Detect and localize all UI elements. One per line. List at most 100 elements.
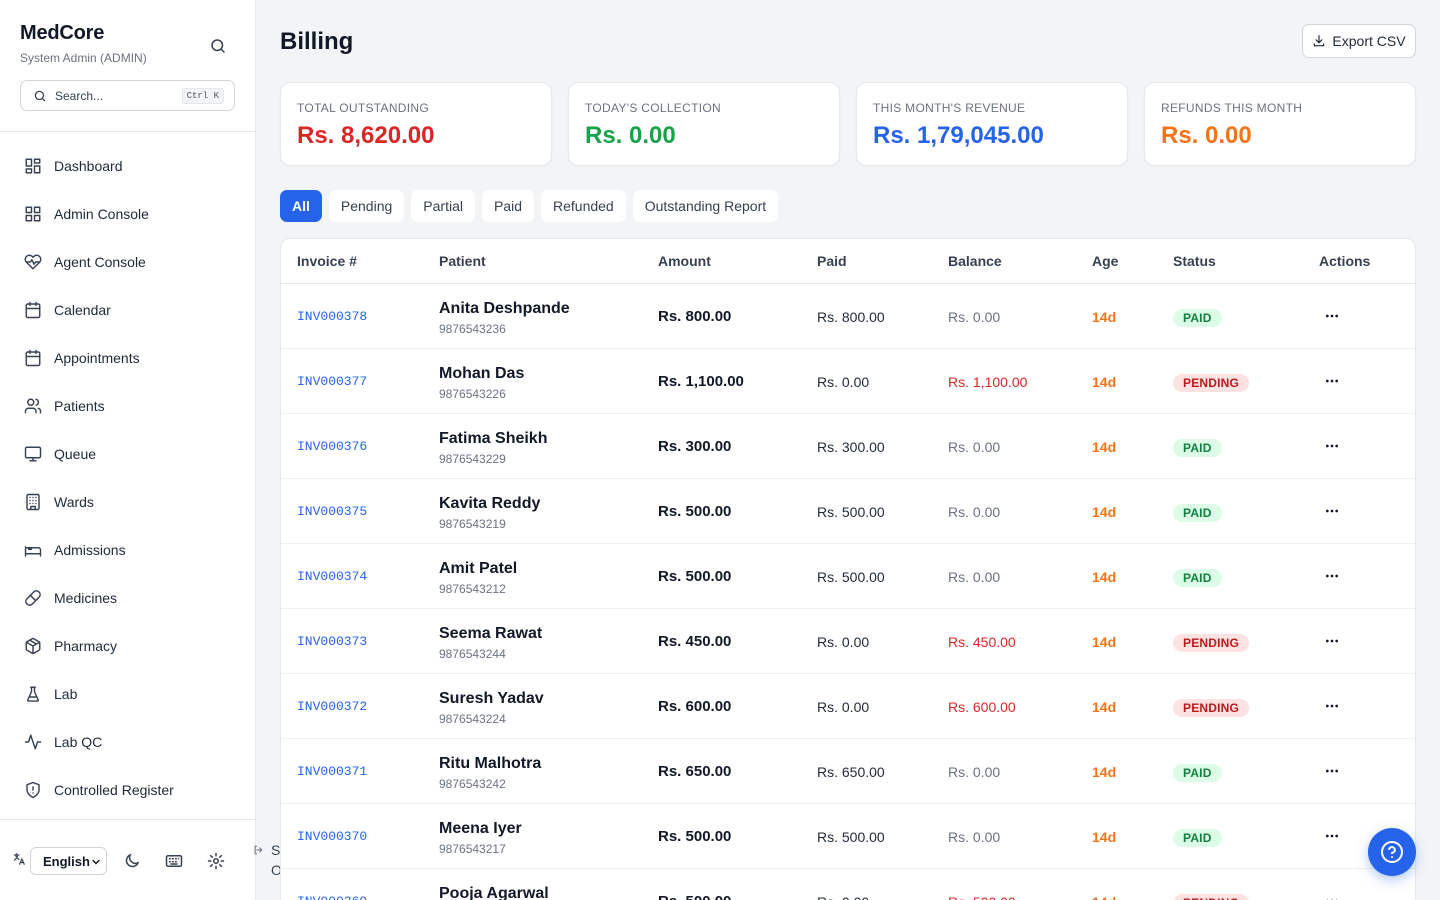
invoice-amount: Rs. 1,100.00 [658, 373, 744, 390]
sidebar-item-calendar[interactable]: Calendar [0, 286, 255, 334]
invoice-link[interactable]: INV000378 [297, 309, 368, 324]
keyboard-shortcuts-button[interactable] [164, 851, 184, 871]
column-header-amount[interactable]: Amount [658, 253, 711, 269]
row-actions-button[interactable] [1320, 761, 1344, 781]
patient-name[interactable]: Fatima Sheikh [439, 430, 548, 447]
row-actions-button[interactable] [1320, 891, 1344, 900]
invoice-link[interactable]: INV000373 [297, 634, 368, 649]
sidebar-item-controlled-register[interactable]: Controlled Register [0, 766, 255, 814]
row-actions-button[interactable] [1320, 436, 1344, 456]
invoice-link[interactable]: INV000376 [297, 439, 368, 454]
sidebar-item-admin-console[interactable]: Admin Console [0, 190, 255, 238]
sidebar-item-agent-console[interactable]: Agent Console [0, 238, 255, 286]
row-actions-button[interactable] [1320, 826, 1344, 846]
row-actions-button[interactable] [1320, 306, 1344, 326]
invoice-age: 14d [1092, 699, 1117, 715]
paid-amount: Rs. 500.00 [817, 504, 885, 520]
balance-amount: Rs. 0.00 [948, 569, 1001, 585]
heart-pulse-icon [24, 253, 42, 271]
tab-outstanding-report[interactable]: Outstanding Report [632, 190, 779, 222]
column-header-paid[interactable]: Paid [817, 253, 847, 269]
patient-name[interactable]: Meena Iyer [439, 820, 522, 837]
package-icon [24, 637, 42, 655]
row-actions-button[interactable] [1320, 631, 1344, 651]
tab-all[interactable]: All [280, 190, 322, 222]
tab-pending[interactable]: Pending [328, 190, 405, 222]
patient-name[interactable]: Mohan Das [439, 365, 525, 382]
table-row[interactable]: INV000369 Pooja Agarwal Rs. 500.00 Rs. 0.00… [281, 869, 1415, 900]
column-header-patient[interactable]: Patient [439, 253, 486, 269]
invoice-link[interactable]: INV000375 [297, 504, 368, 519]
table-row[interactable]: INV000370 Meena Iyer 9876543217 Rs. 500.00 R… [281, 804, 1415, 869]
sidebar-item-patients[interactable]: Patients [0, 382, 255, 430]
balance-amount: Rs. 1,100.00 [948, 374, 1028, 390]
table-row[interactable]: INV000373 Seema Rawat 9876543244 Rs. 450.00… [281, 609, 1415, 674]
row-actions-button[interactable] [1320, 566, 1344, 586]
language-select[interactable]: English [30, 847, 107, 875]
status-badge: PAID [1173, 504, 1222, 522]
table-row[interactable]: INV000374 Amit Patel 9876543212 Rs. 500.00 R… [281, 544, 1415, 609]
sidebar-item-lab[interactable]: Lab [0, 670, 255, 718]
patient-name[interactable]: Pooja Agarwal [439, 885, 549, 900]
flask-icon [24, 685, 42, 703]
more-horizontal-icon [1326, 574, 1338, 578]
table-row[interactable]: INV000378 Anita Deshpande 9876543236 Rs. 80… [281, 284, 1415, 349]
table-row[interactable]: INV000377 Mohan Das 9876543226 Rs. 1,100.00… [281, 349, 1415, 414]
column-header-invoice[interactable]: Invoice # [297, 253, 357, 269]
invoice-link[interactable]: INV000372 [297, 699, 368, 714]
patient-name[interactable]: Suresh Yadav [439, 690, 544, 707]
table-row[interactable]: INV000376 Fatima Sheikh 9876543229 Rs. 300.… [281, 414, 1415, 479]
patient-name[interactable]: Anita Deshpande [439, 300, 570, 317]
patient-phone: 9876543229 [439, 452, 506, 466]
sidebar-item-queue[interactable]: Queue [0, 430, 255, 478]
table-row[interactable]: INV000372 Suresh Yadav 9876543224 Rs. 600.0… [281, 674, 1415, 739]
table-header: Invoice # Patient Amount Paid Balance Ag… [281, 239, 1415, 284]
row-actions-button[interactable] [1320, 696, 1344, 716]
sidebar-item-admissions[interactable]: Admissions [0, 526, 255, 574]
sidebar-item-appointments[interactable]: Appointments [0, 334, 255, 382]
tab-paid[interactable]: Paid [481, 190, 534, 222]
more-horizontal-icon [1326, 509, 1338, 513]
status-badge: PENDING [1173, 894, 1250, 900]
sidebar-item-pharmacy[interactable]: Pharmacy [0, 622, 255, 670]
column-header-balance[interactable]: Balance [948, 253, 1002, 269]
patient-name[interactable]: Amit Patel [439, 560, 518, 577]
sidebar-item-label: Appointments [54, 350, 140, 366]
patient-name[interactable]: Ritu Malhotra [439, 755, 542, 772]
column-header-status[interactable]: Status [1173, 253, 1216, 269]
patient-name[interactable]: Kavita Reddy [439, 495, 541, 512]
stat-card-total-outstanding: TOTAL OUTSTANDING Rs. 8,620.00 [280, 82, 552, 166]
sidebar-item-dashboard[interactable]: Dashboard [0, 142, 255, 190]
help-button[interactable] [1368, 828, 1416, 876]
status-badge: PAID [1173, 764, 1222, 782]
column-header-age[interactable]: Age [1092, 253, 1119, 269]
balance-amount: Rs. 0.00 [948, 439, 1001, 455]
invoice-link[interactable]: INV000369 [297, 894, 367, 900]
tab-partial[interactable]: Partial [411, 190, 475, 222]
invoice-link[interactable]: INV000377 [297, 374, 368, 389]
search-input[interactable]: Search... Ctrl K [20, 80, 235, 111]
settings-button[interactable] [206, 851, 226, 871]
sidebar-item-lab-qc[interactable]: Lab QC [0, 718, 255, 766]
invoice-amount: Rs. 600.00 [658, 698, 732, 715]
user-role: System Admin (ADMIN) [20, 51, 147, 65]
sidebar-item-medicines[interactable]: Medicines [0, 574, 255, 622]
brand: MedCore System Admin (ADMIN) [20, 22, 147, 65]
table-row[interactable]: INV000371 Ritu Malhotra 9876543242 Rs. 650.… [281, 739, 1415, 804]
invoice-link[interactable]: INV000370 [297, 829, 368, 844]
invoice-link[interactable]: INV000371 [297, 764, 368, 779]
theme-toggle-button[interactable] [122, 851, 142, 871]
invoices-table: Invoice # Patient Amount Paid Balance Ag… [280, 238, 1416, 900]
export-csv-button[interactable]: Export CSV [1302, 24, 1416, 58]
table-row[interactable]: INV000375 Kavita Reddy 9876543219 Rs. 500.0… [281, 479, 1415, 544]
row-actions-button[interactable] [1320, 371, 1344, 391]
more-horizontal-icon [1326, 834, 1338, 838]
sidebar-item-wards[interactable]: Wards [0, 478, 255, 526]
invoice-link[interactable]: INV000374 [297, 569, 368, 584]
patient-name[interactable]: Seema Rawat [439, 625, 543, 642]
more-horizontal-icon [1326, 899, 1338, 900]
row-actions-button[interactable] [1320, 501, 1344, 521]
sidebar-item-label: Admissions [54, 542, 126, 558]
tab-refunded[interactable]: Refunded [541, 190, 626, 222]
search-button[interactable] [206, 34, 230, 58]
